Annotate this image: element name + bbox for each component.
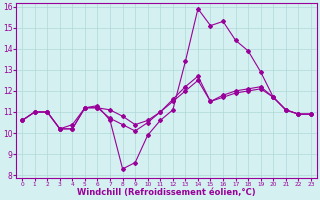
X-axis label: Windchill (Refroidissement éolien,°C): Windchill (Refroidissement éolien,°C) (77, 188, 256, 197)
